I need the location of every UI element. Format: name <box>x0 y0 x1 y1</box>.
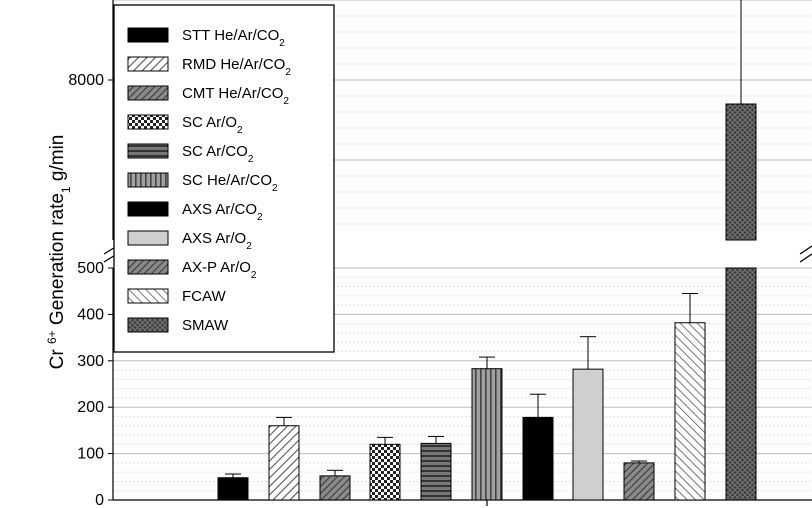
bar-group <box>420 435 452 501</box>
y-axis-label-sub: 1 <box>59 186 73 193</box>
y-axis-label-mid: Generation rate <box>47 193 68 330</box>
legend-label: SC He/Ar/CO2 <box>182 172 278 194</box>
bar <box>217 477 249 501</box>
legend-label: AX-P Ar/O2 <box>182 259 257 281</box>
legend-swatch <box>127 172 169 188</box>
y-axis-label: Cr 6+ Generation rate1 g/min <box>45 135 73 370</box>
bar-group <box>674 293 706 501</box>
legend-swatch <box>127 114 169 130</box>
y-tick-label: 8000 <box>68 72 104 89</box>
bar <box>268 425 300 501</box>
bar <box>319 475 351 501</box>
legend-label: SC Ar/CO2 <box>182 143 254 165</box>
y-tick-label: 0 <box>95 492 104 508</box>
bar <box>572 368 604 501</box>
legend-swatch <box>127 56 169 72</box>
legend-label: AXS Ar/CO2 <box>182 201 263 223</box>
y-tick-label: 100 <box>77 446 104 463</box>
legend-swatch <box>127 143 169 159</box>
legend-swatch <box>127 27 169 43</box>
bar <box>522 416 554 501</box>
bar-group <box>623 460 655 501</box>
bar <box>674 322 706 501</box>
bars <box>217 0 757 501</box>
legend-label: RMD He/Ar/CO2 <box>182 56 291 78</box>
legend-swatch <box>127 230 169 246</box>
y-axis-label-suffix: g/min <box>47 135 68 187</box>
legend: STT He/Ar/CO2 RMD He/Ar/CO2 CMT He/Ar/CO2 S… <box>113 4 335 353</box>
axis-break-mark-right <box>799 245 812 263</box>
bar-group <box>725 0 757 501</box>
bar <box>623 462 655 501</box>
bar-group <box>369 436 401 501</box>
y-axis-label-prefix: Cr <box>47 344 68 369</box>
legend-label: SMAW <box>182 317 229 334</box>
legend-label: CMT He/Ar/CO2 <box>182 85 289 107</box>
y-tick-label: 400 <box>77 306 104 323</box>
bar <box>369 443 401 501</box>
legend-swatch <box>127 288 169 304</box>
legend-swatch <box>127 201 169 217</box>
y-tick-label: 300 <box>77 353 104 370</box>
bar-group <box>268 416 300 501</box>
bar <box>725 267 757 501</box>
bar <box>420 442 452 501</box>
legend-label: FCAW <box>182 288 226 305</box>
legend-label: AXS Ar/O2 <box>182 230 252 252</box>
bar-group <box>572 336 604 501</box>
bar-group <box>522 393 554 501</box>
bar-group <box>217 473 249 501</box>
y-tick-label: 500 <box>77 260 104 277</box>
bar-group <box>319 469 351 501</box>
legend-swatch <box>127 85 169 101</box>
y-tick-label: 200 <box>77 399 104 416</box>
bar-group <box>471 356 503 501</box>
legend-label: STT He/Ar/CO2 <box>182 27 285 49</box>
y-axis-label-sup: 6+ <box>45 330 59 344</box>
bar <box>725 103 757 241</box>
legend-swatch <box>127 317 169 333</box>
legend-swatch <box>127 259 169 275</box>
legend-label: SC Ar/O2 <box>182 114 243 136</box>
bar <box>471 368 503 501</box>
